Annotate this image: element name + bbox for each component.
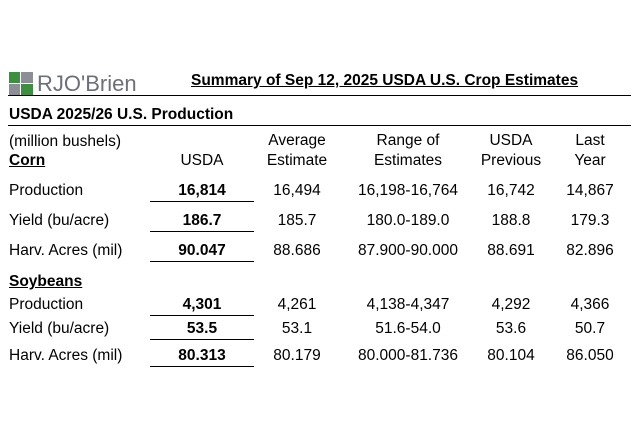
usda-value: 53.5 [186, 320, 218, 337]
range-value: 16,198-16,764 [358, 182, 458, 199]
previous-value: 188.8 [491, 212, 531, 229]
usda-value: 80.313 [178, 347, 226, 364]
range-value: 4,138-4,347 [366, 296, 450, 313]
row-label: Yield (bu/acre) [9, 212, 110, 229]
logo-text: RJO'Brien [37, 71, 137, 96]
col-header-last-year-line1: Last [575, 132, 605, 149]
row-label: Production [9, 296, 84, 313]
col-header-previous-line1: USDA [489, 132, 533, 149]
title-divider [8, 95, 631, 96]
section-divider [8, 125, 631, 126]
usda-underline [150, 315, 254, 316]
usda-underline [150, 339, 254, 340]
average-value: 80.179 [273, 347, 321, 364]
last-year-value: 86.050 [566, 347, 614, 364]
rjobrien-logo-mark-icon [9, 72, 33, 96]
col-header-previous: USDA Previous [468, 131, 554, 171]
average-value: 16,494 [273, 182, 321, 199]
previous-value: 88.691 [487, 242, 535, 259]
average-value: 4,261 [277, 296, 317, 313]
col-header-average-line2: Estimate [266, 152, 328, 169]
last-year-value: 4,366 [570, 296, 610, 313]
row-label: Harv. Acres (mil) [9, 242, 123, 259]
last-year-value: 14,867 [566, 182, 614, 199]
usda-underline [150, 201, 254, 202]
last-year-value: 82.896 [566, 242, 614, 259]
row-label: Production [9, 182, 84, 199]
range-value: 80.000-81.736 [358, 347, 458, 364]
document-title: Summary of Sep 12, 2025 USDA U.S. Crop E… [191, 72, 579, 89]
previous-value: 4,292 [491, 296, 531, 313]
units-label: (million bushels) [9, 133, 121, 150]
range-value: 51.6-54.0 [375, 320, 441, 337]
usda-underline [150, 231, 254, 232]
col-header-previous-line2: Previous [480, 152, 542, 169]
col-header-range-line1: Range of [376, 132, 440, 149]
crop-name-corn: Corn [9, 152, 46, 169]
previous-value: 53.6 [495, 320, 527, 337]
col-header-usda: USDA [180, 152, 224, 169]
rjobrien-logo: RJO'Brien [9, 70, 144, 100]
usda-value: 4,301 [182, 296, 222, 313]
row-label: Yield (bu/acre) [9, 320, 110, 337]
average-value: 185.7 [277, 212, 317, 229]
range-value: 87.900-90.000 [358, 242, 458, 259]
col-header-average-line1: Average [268, 132, 326, 149]
col-header-last-year: Last Year [552, 131, 628, 171]
col-header-last-year-line2: Year [574, 152, 606, 169]
range-value: 180.0-189.0 [366, 212, 450, 229]
usda-underline [150, 261, 254, 262]
last-year-value: 179.3 [570, 212, 610, 229]
row-label: Harv. Acres (mil) [9, 347, 123, 364]
col-header-range-line2: Estimates [373, 152, 443, 169]
section-title: USDA 2025/26 U.S. Production [9, 106, 234, 123]
usda-value: 186.7 [182, 212, 222, 229]
usda-underline [150, 366, 254, 367]
usda-value: 90.047 [178, 242, 226, 259]
previous-value: 80.104 [487, 347, 535, 364]
col-header-range: Range of Estimates [345, 131, 471, 171]
usda-value: 16,814 [178, 182, 226, 199]
col-header-average: Average Estimate [254, 131, 340, 171]
average-value: 53.1 [281, 320, 313, 337]
previous-value: 16,742 [487, 182, 535, 199]
average-value: 88.686 [273, 242, 321, 259]
last-year-value: 50.7 [574, 320, 606, 337]
crop-name-soybeans: Soybeans [9, 273, 83, 290]
